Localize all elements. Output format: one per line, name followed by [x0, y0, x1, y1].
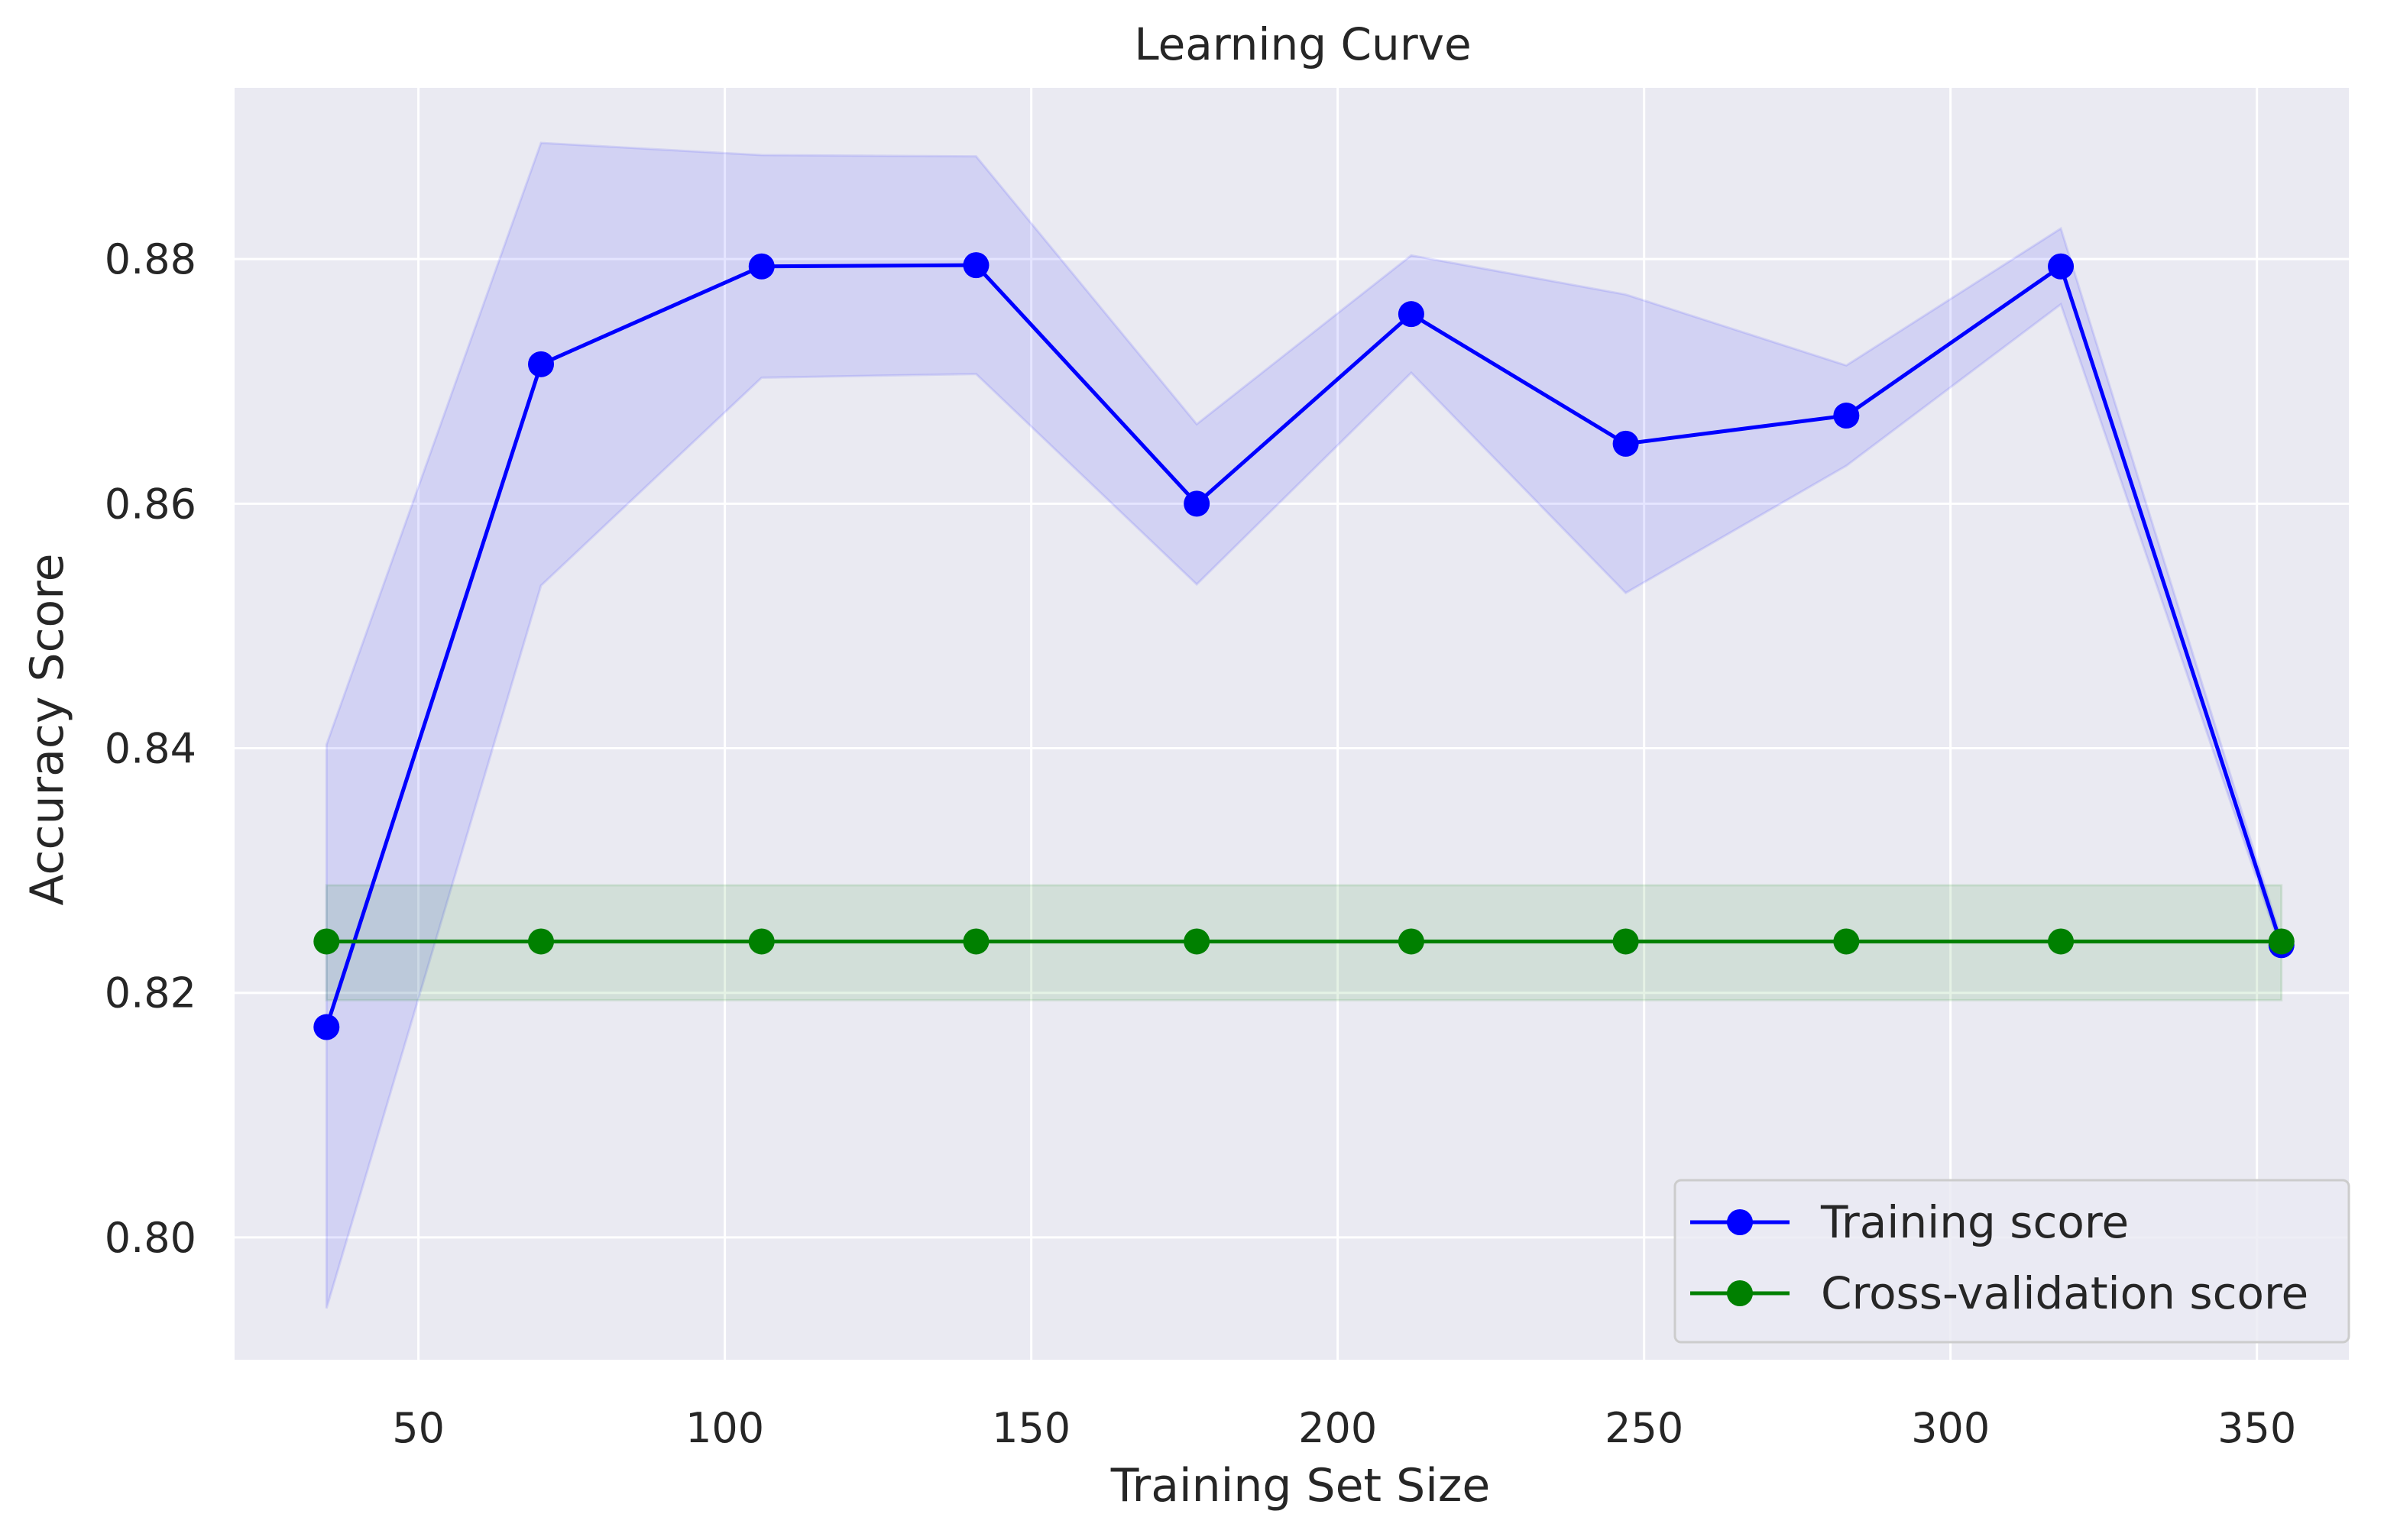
point-training	[1184, 490, 1210, 517]
point-cross-validation	[1184, 928, 1210, 955]
point-cross-validation	[748, 928, 775, 955]
x-tick-label: 300	[1911, 1404, 1990, 1452]
point-cross-validation	[1833, 928, 1860, 955]
y-tick-label: 0.80	[105, 1214, 196, 1262]
point-cross-validation	[528, 928, 555, 955]
grid-lines	[235, 88, 2349, 1360]
legend-label-cross-validation: Cross-validation score	[1821, 1267, 2308, 1319]
x-tick-label: 100	[685, 1404, 764, 1452]
point-cross-validation	[2048, 928, 2075, 955]
series-lines	[313, 252, 2295, 1040]
point-cross-validation	[1398, 928, 1424, 955]
point-cross-validation	[1612, 928, 1639, 955]
x-tick-label: 150	[992, 1404, 1071, 1452]
legend-marker-cross-validation	[1727, 1280, 1753, 1306]
point-training	[1612, 430, 1639, 457]
tick-labels: 50 100 150 200 250 300 350 0.80 0.82 0.84 0.86 0.88	[105, 235, 2296, 1452]
point-training	[313, 1014, 340, 1040]
chart-title: Learning Curve	[1134, 18, 1471, 70]
legend-marker-training	[1727, 1209, 1753, 1235]
plot-area	[235, 88, 2349, 1360]
y-tick-label: 0.84	[105, 725, 196, 773]
x-tick-label: 350	[2217, 1404, 2296, 1452]
point-training	[2048, 253, 2075, 280]
series-line-training	[324, 263, 2284, 1028]
legend: Training score Cross-validation score	[1673, 1179, 2350, 1344]
legend-box	[1673, 1179, 2350, 1344]
point-training	[528, 351, 555, 377]
point-cross-validation	[963, 928, 990, 955]
y-tick-label: 0.86	[105, 480, 196, 528]
y-tick-label: 0.82	[105, 969, 196, 1017]
x-axis-label: Training Set Size	[1110, 1459, 1491, 1512]
point-cross-validation	[2268, 928, 2295, 955]
point-training	[1833, 403, 1860, 429]
x-tick-label: 200	[1298, 1404, 1377, 1452]
legend-label-training: Training score	[1820, 1196, 2129, 1248]
point-training	[748, 253, 775, 280]
y-axis-label: Accuracy Score	[21, 553, 74, 905]
point-cross-validation	[313, 928, 340, 955]
point-training	[963, 252, 990, 279]
y-tick-label: 0.88	[105, 235, 196, 283]
x-tick-label: 250	[1605, 1404, 1683, 1452]
point-training	[1398, 301, 1424, 328]
x-tick-label: 50	[392, 1404, 445, 1452]
